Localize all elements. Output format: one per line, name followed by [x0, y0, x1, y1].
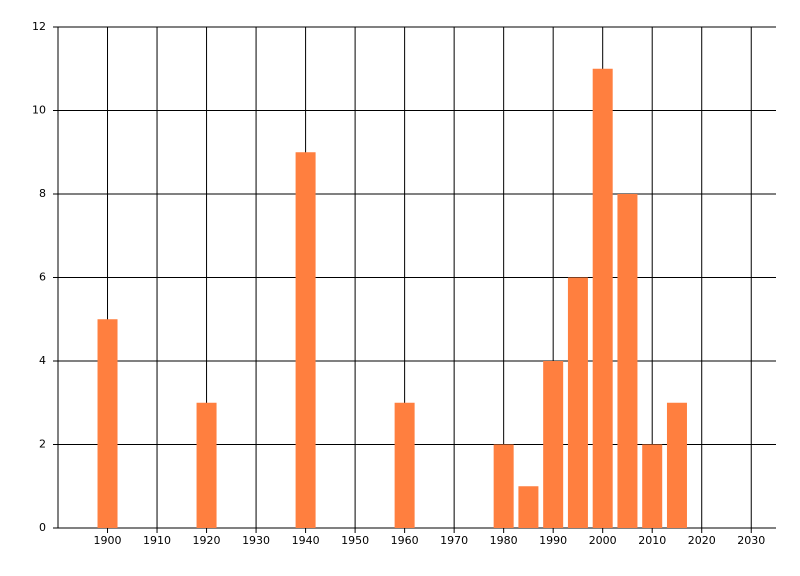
bar: [493, 444, 514, 528]
x-tick-label: 2030: [737, 534, 765, 547]
y-tick-label: 0: [39, 521, 46, 534]
x-tick-label: 1930: [242, 534, 270, 547]
x-tick-label: 2010: [638, 534, 666, 547]
bar: [617, 194, 638, 528]
x-tick-label: 1970: [440, 534, 468, 547]
bar: [295, 152, 316, 528]
y-tick-label: 10: [32, 104, 46, 117]
y-tick-label: 12: [32, 20, 46, 33]
bar: [543, 361, 564, 528]
bar: [666, 402, 687, 528]
x-tick-label: 1950: [341, 534, 369, 547]
y-tick-label: 4: [39, 354, 46, 367]
bar: [196, 402, 217, 528]
x-tick-label: 1920: [193, 534, 221, 547]
x-tick-label: 2020: [688, 534, 716, 547]
x-tick-label: 1980: [490, 534, 518, 547]
y-tick-label: 2: [39, 438, 46, 451]
y-tick-label: 6: [39, 271, 46, 284]
x-tick-label: 1990: [539, 534, 567, 547]
bar: [394, 402, 415, 528]
bar: [642, 444, 663, 528]
x-tick-label: 1960: [391, 534, 419, 547]
bar: [567, 277, 588, 528]
bar: [518, 486, 539, 528]
bar: [97, 319, 118, 528]
y-tick-label: 8: [39, 187, 46, 200]
x-tick-label: 1910: [143, 534, 171, 547]
x-tick-label: 2000: [589, 534, 617, 547]
x-tick-label: 1940: [292, 534, 320, 547]
x-tick-label: 1900: [94, 534, 122, 547]
bar: [592, 68, 613, 528]
